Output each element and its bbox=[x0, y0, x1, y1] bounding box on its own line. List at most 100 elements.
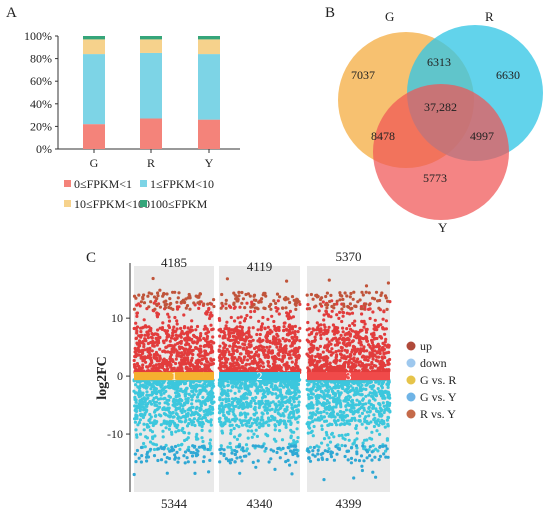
scatter-point bbox=[162, 447, 166, 451]
scatter-point bbox=[361, 444, 365, 448]
scatter-point bbox=[325, 365, 329, 369]
scatter-point bbox=[338, 399, 342, 403]
scatter-point bbox=[371, 470, 375, 474]
scatter-point bbox=[381, 422, 385, 426]
scatter-point bbox=[340, 307, 344, 311]
scatter-point bbox=[134, 321, 138, 325]
scatter-point bbox=[370, 339, 374, 344]
scatter-point bbox=[205, 419, 209, 423]
scatter-point bbox=[327, 447, 331, 451]
scatter-point bbox=[368, 381, 372, 385]
scatter-point bbox=[279, 401, 283, 405]
scatter-point bbox=[202, 455, 206, 459]
scatter-point bbox=[312, 385, 316, 389]
scatter-point bbox=[249, 404, 253, 408]
scatter-point bbox=[137, 386, 141, 390]
scatter-point bbox=[357, 330, 361, 334]
scatter-legend-label: G vs. Y bbox=[420, 390, 457, 404]
scatter-point bbox=[232, 407, 236, 411]
scatter-point bbox=[321, 384, 325, 388]
scatter-point bbox=[179, 363, 183, 367]
scatter-point bbox=[238, 345, 242, 349]
scatter-point bbox=[354, 444, 358, 448]
scatter-point bbox=[361, 387, 365, 391]
scatter-point bbox=[359, 343, 363, 347]
scatter-point bbox=[374, 407, 378, 411]
scatter-point bbox=[294, 354, 298, 358]
scatter-point bbox=[155, 408, 159, 412]
scatter-point bbox=[347, 398, 351, 402]
scatter-point bbox=[141, 351, 145, 355]
venn-count-g-r: 6313 bbox=[427, 55, 451, 69]
scatter-point bbox=[356, 381, 360, 385]
scatter-point bbox=[164, 345, 169, 349]
scatter-point bbox=[385, 406, 389, 410]
scatter-point bbox=[320, 457, 325, 461]
scatter-point bbox=[181, 353, 185, 357]
scatter-point bbox=[236, 316, 240, 320]
scatter-point bbox=[276, 325, 281, 330]
scatter-point bbox=[179, 420, 183, 424]
scatter-point bbox=[375, 336, 379, 341]
scatter-point bbox=[246, 429, 250, 433]
panel-a-label: A bbox=[6, 5, 17, 21]
scatter-point bbox=[387, 395, 391, 399]
scatter-point bbox=[288, 309, 292, 313]
scatter-point bbox=[138, 366, 142, 370]
scatter-point bbox=[209, 398, 213, 402]
scatter-point bbox=[229, 331, 233, 335]
scatter-point bbox=[142, 301, 147, 305]
scatter-point bbox=[240, 423, 245, 427]
scatter-point bbox=[165, 471, 169, 475]
scatter-point bbox=[140, 397, 144, 401]
scatter-point bbox=[257, 402, 261, 406]
scatter-point bbox=[369, 402, 373, 406]
scatter-point bbox=[204, 311, 208, 315]
scatter-point bbox=[371, 343, 375, 347]
scatter-point bbox=[209, 423, 213, 427]
scatter-point bbox=[326, 303, 330, 307]
scatter-point bbox=[190, 398, 194, 402]
scatter-point bbox=[349, 307, 353, 311]
scatter-point bbox=[244, 415, 248, 419]
scatter-point bbox=[378, 335, 382, 339]
scatter-point bbox=[274, 392, 278, 396]
scatter-point bbox=[237, 444, 241, 448]
scatter-point bbox=[249, 310, 253, 314]
scatter-point bbox=[158, 336, 162, 340]
scatter-point bbox=[268, 368, 272, 372]
scatter-point bbox=[368, 454, 372, 458]
scatter-point bbox=[217, 383, 221, 387]
scatter-point bbox=[197, 445, 201, 449]
scatter-point bbox=[329, 455, 334, 459]
scatter-point bbox=[365, 355, 369, 359]
scatter-point bbox=[270, 392, 274, 396]
scatter-point bbox=[364, 330, 369, 334]
scatter-point bbox=[322, 313, 326, 317]
scatter-point bbox=[138, 418, 142, 422]
scatter-point bbox=[324, 430, 328, 435]
scatter-point bbox=[264, 402, 268, 406]
scatter-point bbox=[184, 306, 188, 310]
scatter-point bbox=[152, 295, 157, 299]
scatter-point bbox=[337, 349, 341, 353]
scatter-point bbox=[240, 290, 244, 295]
scatter-point bbox=[227, 350, 231, 354]
scatter-point bbox=[354, 424, 359, 428]
scatter-point bbox=[192, 393, 196, 397]
scatter-point bbox=[316, 347, 320, 351]
scatter-point bbox=[152, 447, 157, 452]
scatter-point bbox=[151, 276, 155, 281]
scatter-point bbox=[188, 307, 192, 311]
scatter-point bbox=[250, 421, 255, 425]
bar-y-tick-label: 0% bbox=[36, 142, 52, 156]
scatter-point bbox=[351, 297, 355, 301]
scatter-point bbox=[254, 465, 258, 469]
scatter-point bbox=[210, 313, 214, 318]
scatter-point bbox=[361, 398, 365, 402]
scatter-point bbox=[271, 366, 275, 370]
scatter-point bbox=[164, 389, 168, 393]
scatter-point bbox=[311, 360, 315, 364]
scatter-point bbox=[145, 408, 149, 412]
scatter-point bbox=[146, 450, 150, 454]
